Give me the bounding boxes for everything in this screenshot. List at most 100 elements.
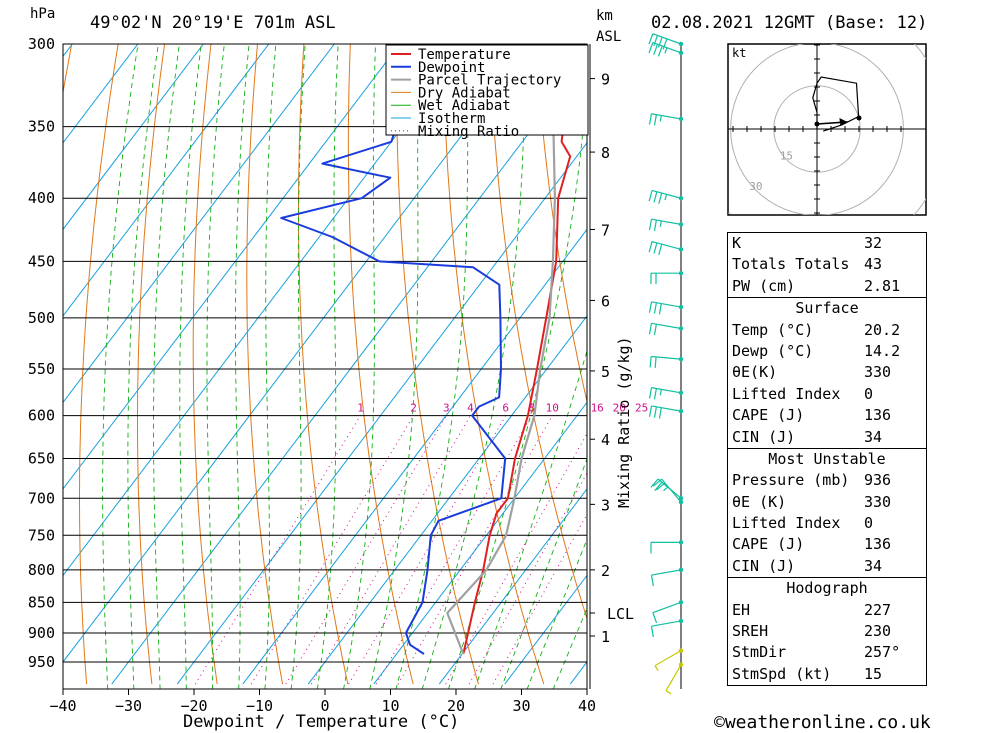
eh-label: EH xyxy=(732,600,751,619)
wind-barb xyxy=(650,478,684,501)
pressure-tick-label: 450 xyxy=(28,252,55,270)
isotherm-line xyxy=(176,142,587,685)
pressure-tick-label: 950 xyxy=(28,653,55,671)
km-tick-label: 7 xyxy=(601,221,610,239)
wind-barb-feather xyxy=(653,302,657,314)
wind-barb-dot xyxy=(678,662,684,668)
isotherm-line xyxy=(242,228,587,685)
eh-row: EH 227 xyxy=(728,600,926,621)
wind-barb-dot xyxy=(678,648,684,653)
pw-value: 2.81 xyxy=(864,276,901,295)
mu-pressure-value: 936 xyxy=(864,471,892,490)
surface-cape-row: CAPE (J) 136 xyxy=(728,405,926,426)
dry-adiabat-line xyxy=(246,44,284,685)
mu-pressure-label: Pressure (mb) xyxy=(732,471,850,490)
wind-barb-dot xyxy=(678,540,684,545)
pressure-tick-label: 350 xyxy=(28,118,55,136)
wind-barb-feather xyxy=(648,405,653,417)
stmspd-value: 15 xyxy=(864,664,883,683)
wind-barb-dot xyxy=(678,499,684,505)
wind-barb-feather xyxy=(648,219,653,231)
k-index-label: K xyxy=(732,234,742,252)
surface-title: Surface xyxy=(795,299,859,318)
wind-barb-feather xyxy=(653,406,657,418)
parcel-trajectory-line xyxy=(446,61,558,655)
wind-barb-dot xyxy=(678,618,684,624)
wind-barb-feather xyxy=(658,192,663,204)
wind-barb-feather xyxy=(648,113,653,125)
wind-barb xyxy=(654,648,684,672)
mu-cape-label: CAPE (J) xyxy=(732,535,805,554)
km-tick-label: LCL xyxy=(607,605,634,623)
totals-totals-label: Totals Totals xyxy=(732,255,850,274)
wind-barb xyxy=(649,355,684,368)
isotherm-line xyxy=(63,44,335,404)
surface-dewp-label: Dewp (°C) xyxy=(732,341,814,360)
wind-barb-feather xyxy=(657,36,663,48)
km-tick-label: 8 xyxy=(601,144,610,162)
wind-barb-feather xyxy=(662,38,668,50)
surface-cape-value: 136 xyxy=(864,406,892,425)
wind-barb xyxy=(650,567,684,587)
wind-barbs xyxy=(648,33,684,695)
wind-barb-feather xyxy=(653,114,657,126)
legend-label: Temperature xyxy=(418,47,511,63)
wind-barb-feather xyxy=(648,387,653,399)
isotherm-line xyxy=(373,401,587,685)
wind-barb-feather xyxy=(653,44,659,55)
wind-barb-dot xyxy=(678,116,684,122)
legend-label: Dry Adiabat xyxy=(418,85,511,101)
wet-adiabat-line xyxy=(290,44,306,689)
mixing-ratio-label: 1 xyxy=(357,402,364,415)
dry-adiabat-line xyxy=(79,44,119,685)
wind-barb-feather xyxy=(658,303,662,315)
isotherm-line xyxy=(63,44,270,317)
wet-adiabat-line xyxy=(235,44,250,689)
wind-barb-feather xyxy=(652,478,663,487)
surface-theta-value: 330 xyxy=(864,363,892,382)
wind-barb xyxy=(650,618,684,638)
dry-adiabat-line xyxy=(396,44,479,685)
pressure-tick-label: 850 xyxy=(28,593,55,611)
wind-barb-feather xyxy=(657,45,663,57)
mixing-ratio-labels: 1 2 3 4 6 8 10 16 20 25 xyxy=(357,402,648,415)
pw-row: PW (cm) 2.81 xyxy=(728,276,926,297)
hodograph-trace xyxy=(812,76,860,132)
pw-label: PW (cm) xyxy=(732,276,796,295)
wind-barb-dot xyxy=(678,326,684,331)
x-tick-label: 30 xyxy=(512,697,530,715)
wind-barb-half-feather xyxy=(659,220,662,227)
mixing-ratio-line xyxy=(194,415,361,685)
x-tick-label: 0 xyxy=(320,697,329,715)
hodograph-stats-title: Hodograph xyxy=(786,579,868,598)
wind-barb-half-feather xyxy=(654,665,659,672)
mu-cin-value: 34 xyxy=(864,556,883,575)
indices-section: K 32 Totals Totals 43 PW (cm) 2.81 xyxy=(727,232,927,299)
surface-temp-row: Temp (°C) 20.2 xyxy=(728,320,926,341)
wet-adiabat-line xyxy=(552,607,587,689)
dry-adiabat-line xyxy=(298,44,349,685)
surface-temp-label: Temp (°C) xyxy=(732,320,814,339)
mixing-ratio-label: 8 xyxy=(528,402,535,415)
wind-barb xyxy=(648,33,684,50)
wind-barb-feather xyxy=(650,574,654,587)
km-tick-label: 9 xyxy=(601,71,610,89)
datetime-title: 02.08.2021 12GMT (Base: 12) xyxy=(651,13,927,33)
most-unstable-title: Most Unstable xyxy=(768,449,886,468)
legend-label: Dewpoint xyxy=(418,60,485,76)
mu-theta-label: θE (K) xyxy=(732,492,787,511)
wind-barb xyxy=(652,600,684,624)
pressure-tick-label: 700 xyxy=(28,489,55,507)
pressure-unit-label: hPa xyxy=(30,6,55,22)
wet-adiabat-line xyxy=(179,44,202,689)
wind-barb-half-feather xyxy=(664,194,668,201)
surface-cape-label: CAPE (J) xyxy=(732,406,805,425)
surface-cin-row: CIN (J) 34 xyxy=(728,427,926,448)
wind-barb xyxy=(648,405,684,419)
surface-li-row: Lifted Index 0 xyxy=(728,384,926,405)
surface-cin-value: 34 xyxy=(864,427,883,446)
pressure-tick-label: 650 xyxy=(28,450,55,468)
pressure-tick-label: 300 xyxy=(28,35,55,53)
wind-barb xyxy=(652,478,684,505)
sounding-series xyxy=(280,44,572,655)
